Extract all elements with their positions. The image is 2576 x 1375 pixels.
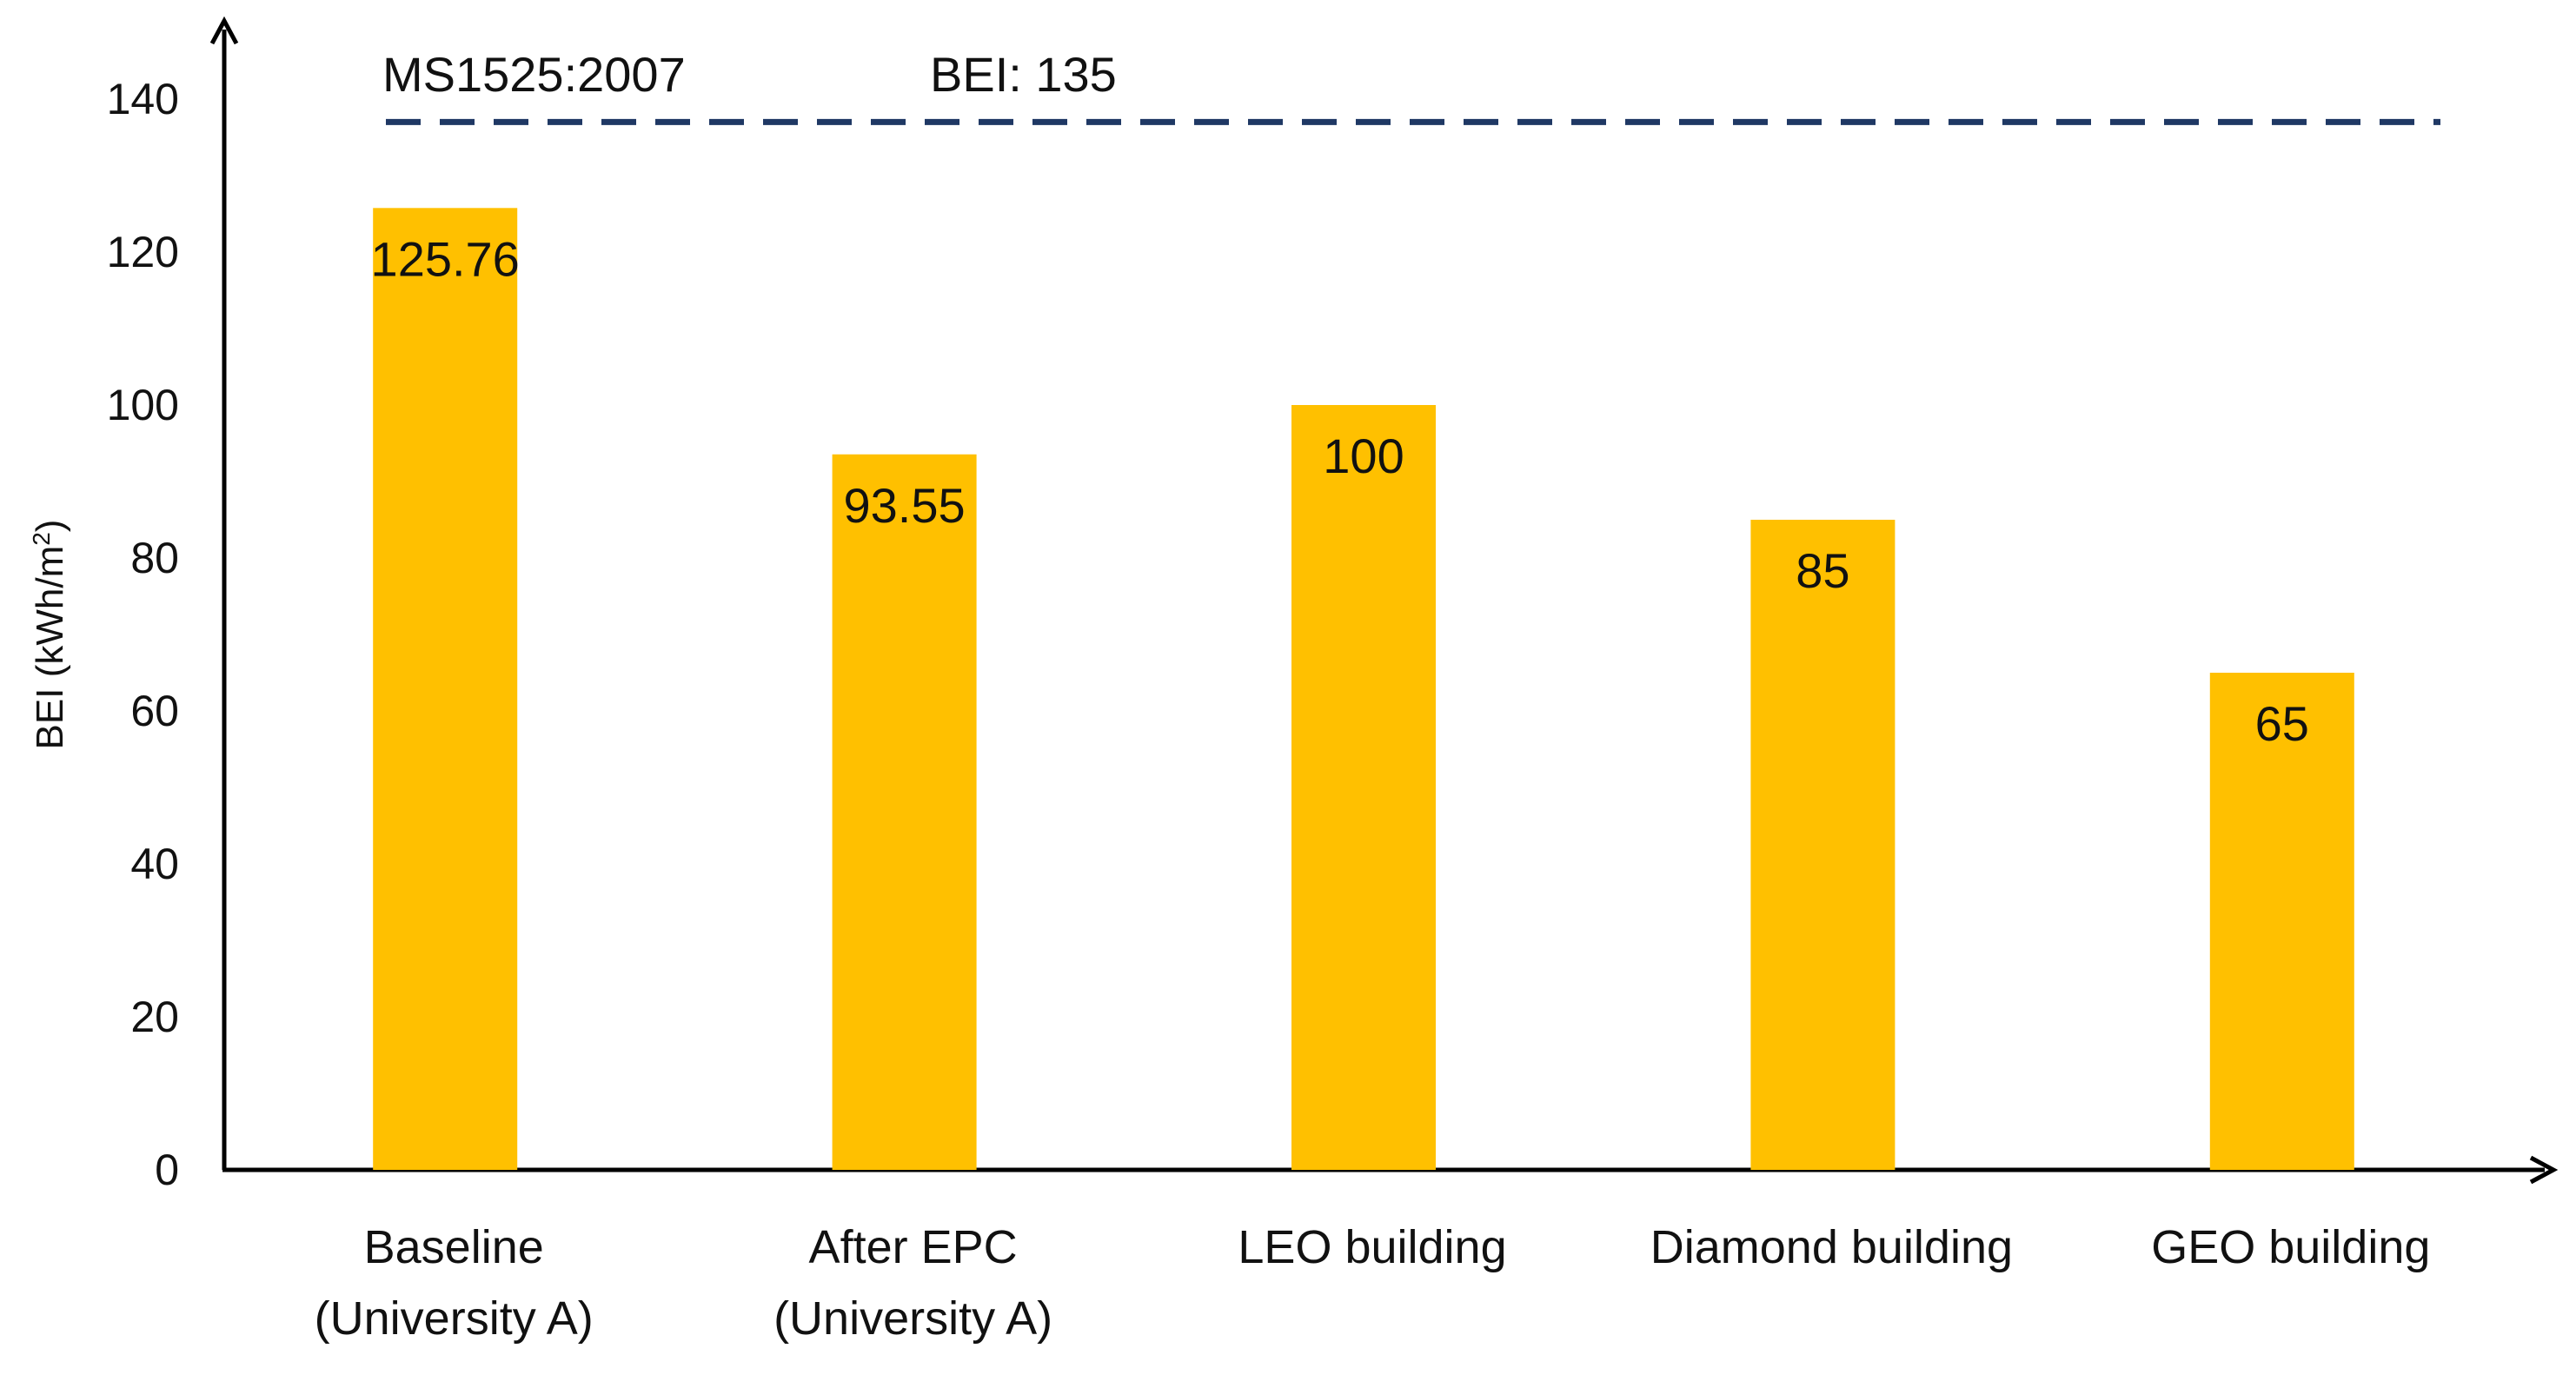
x-axis-arrow: [2529, 1155, 2559, 1185]
x-category-label: (University A): [315, 1292, 594, 1345]
bar: [832, 454, 977, 1170]
bar-data-label: 125.76: [371, 231, 520, 286]
x-category-label: GEO building: [2151, 1221, 2430, 1273]
x-category-label: (University A): [773, 1292, 1052, 1345]
x-category-label: Baseline: [364, 1221, 544, 1273]
bar: [373, 208, 518, 1170]
y-tick-label: 0: [155, 1146, 179, 1194]
x-category-label: Diamond building: [1650, 1221, 2013, 1273]
bar: [1291, 405, 1436, 1170]
y-tick-label: 60: [130, 687, 179, 735]
x-category-label: LEO building: [1238, 1221, 1506, 1273]
y-tick-label: 40: [130, 840, 179, 888]
y-tick-label: 80: [130, 534, 179, 582]
bar: [1750, 520, 1895, 1170]
bar-data-label: 93.55: [844, 478, 966, 533]
y-tick-label: 120: [107, 228, 179, 276]
reference-line-label-right: BEI: 135: [930, 47, 1117, 102]
x-category-label: After EPC: [809, 1221, 1018, 1273]
y-tick-label: 20: [130, 993, 179, 1041]
bar-data-label: 85: [1796, 543, 1849, 598]
y-axis-title: BEI (kWh/m2): [28, 520, 72, 750]
y-axis-arrow: [209, 16, 239, 45]
y-tick-label: 100: [107, 381, 179, 429]
bar: [2209, 673, 2354, 1170]
y-tick-label: 140: [107, 75, 179, 123]
bar-data-label: 100: [1323, 428, 1404, 483]
bar-data-label: 65: [2255, 696, 2309, 751]
reference-line-label-left: MS1525:2007: [382, 47, 686, 102]
